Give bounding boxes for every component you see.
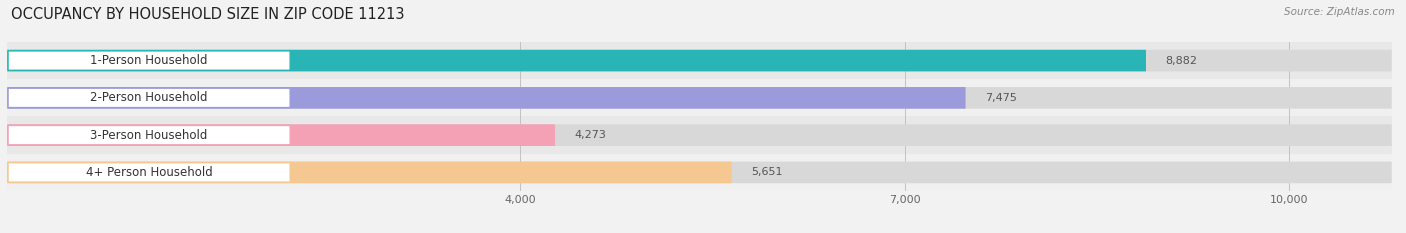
Text: 4,273: 4,273: [574, 130, 606, 140]
Text: 2-Person Household: 2-Person Household: [90, 91, 208, 104]
FancyBboxPatch shape: [7, 124, 555, 146]
FancyBboxPatch shape: [7, 162, 731, 183]
FancyBboxPatch shape: [7, 50, 1146, 71]
Text: Source: ZipAtlas.com: Source: ZipAtlas.com: [1284, 7, 1395, 17]
FancyBboxPatch shape: [7, 162, 1392, 183]
FancyBboxPatch shape: [7, 87, 966, 109]
FancyBboxPatch shape: [8, 51, 290, 70]
Text: 4+ Person Household: 4+ Person Household: [86, 166, 212, 179]
Text: OCCUPANCY BY HOUSEHOLD SIZE IN ZIP CODE 11213: OCCUPANCY BY HOUSEHOLD SIZE IN ZIP CODE …: [11, 7, 405, 22]
Text: 7,475: 7,475: [984, 93, 1017, 103]
FancyBboxPatch shape: [7, 124, 1392, 146]
FancyBboxPatch shape: [7, 116, 1392, 154]
Text: 8,882: 8,882: [1166, 56, 1198, 65]
FancyBboxPatch shape: [7, 79, 1392, 116]
Text: 5,651: 5,651: [751, 168, 782, 177]
FancyBboxPatch shape: [8, 163, 290, 182]
FancyBboxPatch shape: [7, 87, 1392, 109]
FancyBboxPatch shape: [8, 125, 290, 145]
FancyBboxPatch shape: [8, 88, 290, 108]
Text: 1-Person Household: 1-Person Household: [90, 54, 208, 67]
FancyBboxPatch shape: [7, 42, 1392, 79]
FancyBboxPatch shape: [7, 50, 1392, 71]
FancyBboxPatch shape: [7, 154, 1392, 191]
Text: 3-Person Household: 3-Person Household: [90, 129, 208, 142]
